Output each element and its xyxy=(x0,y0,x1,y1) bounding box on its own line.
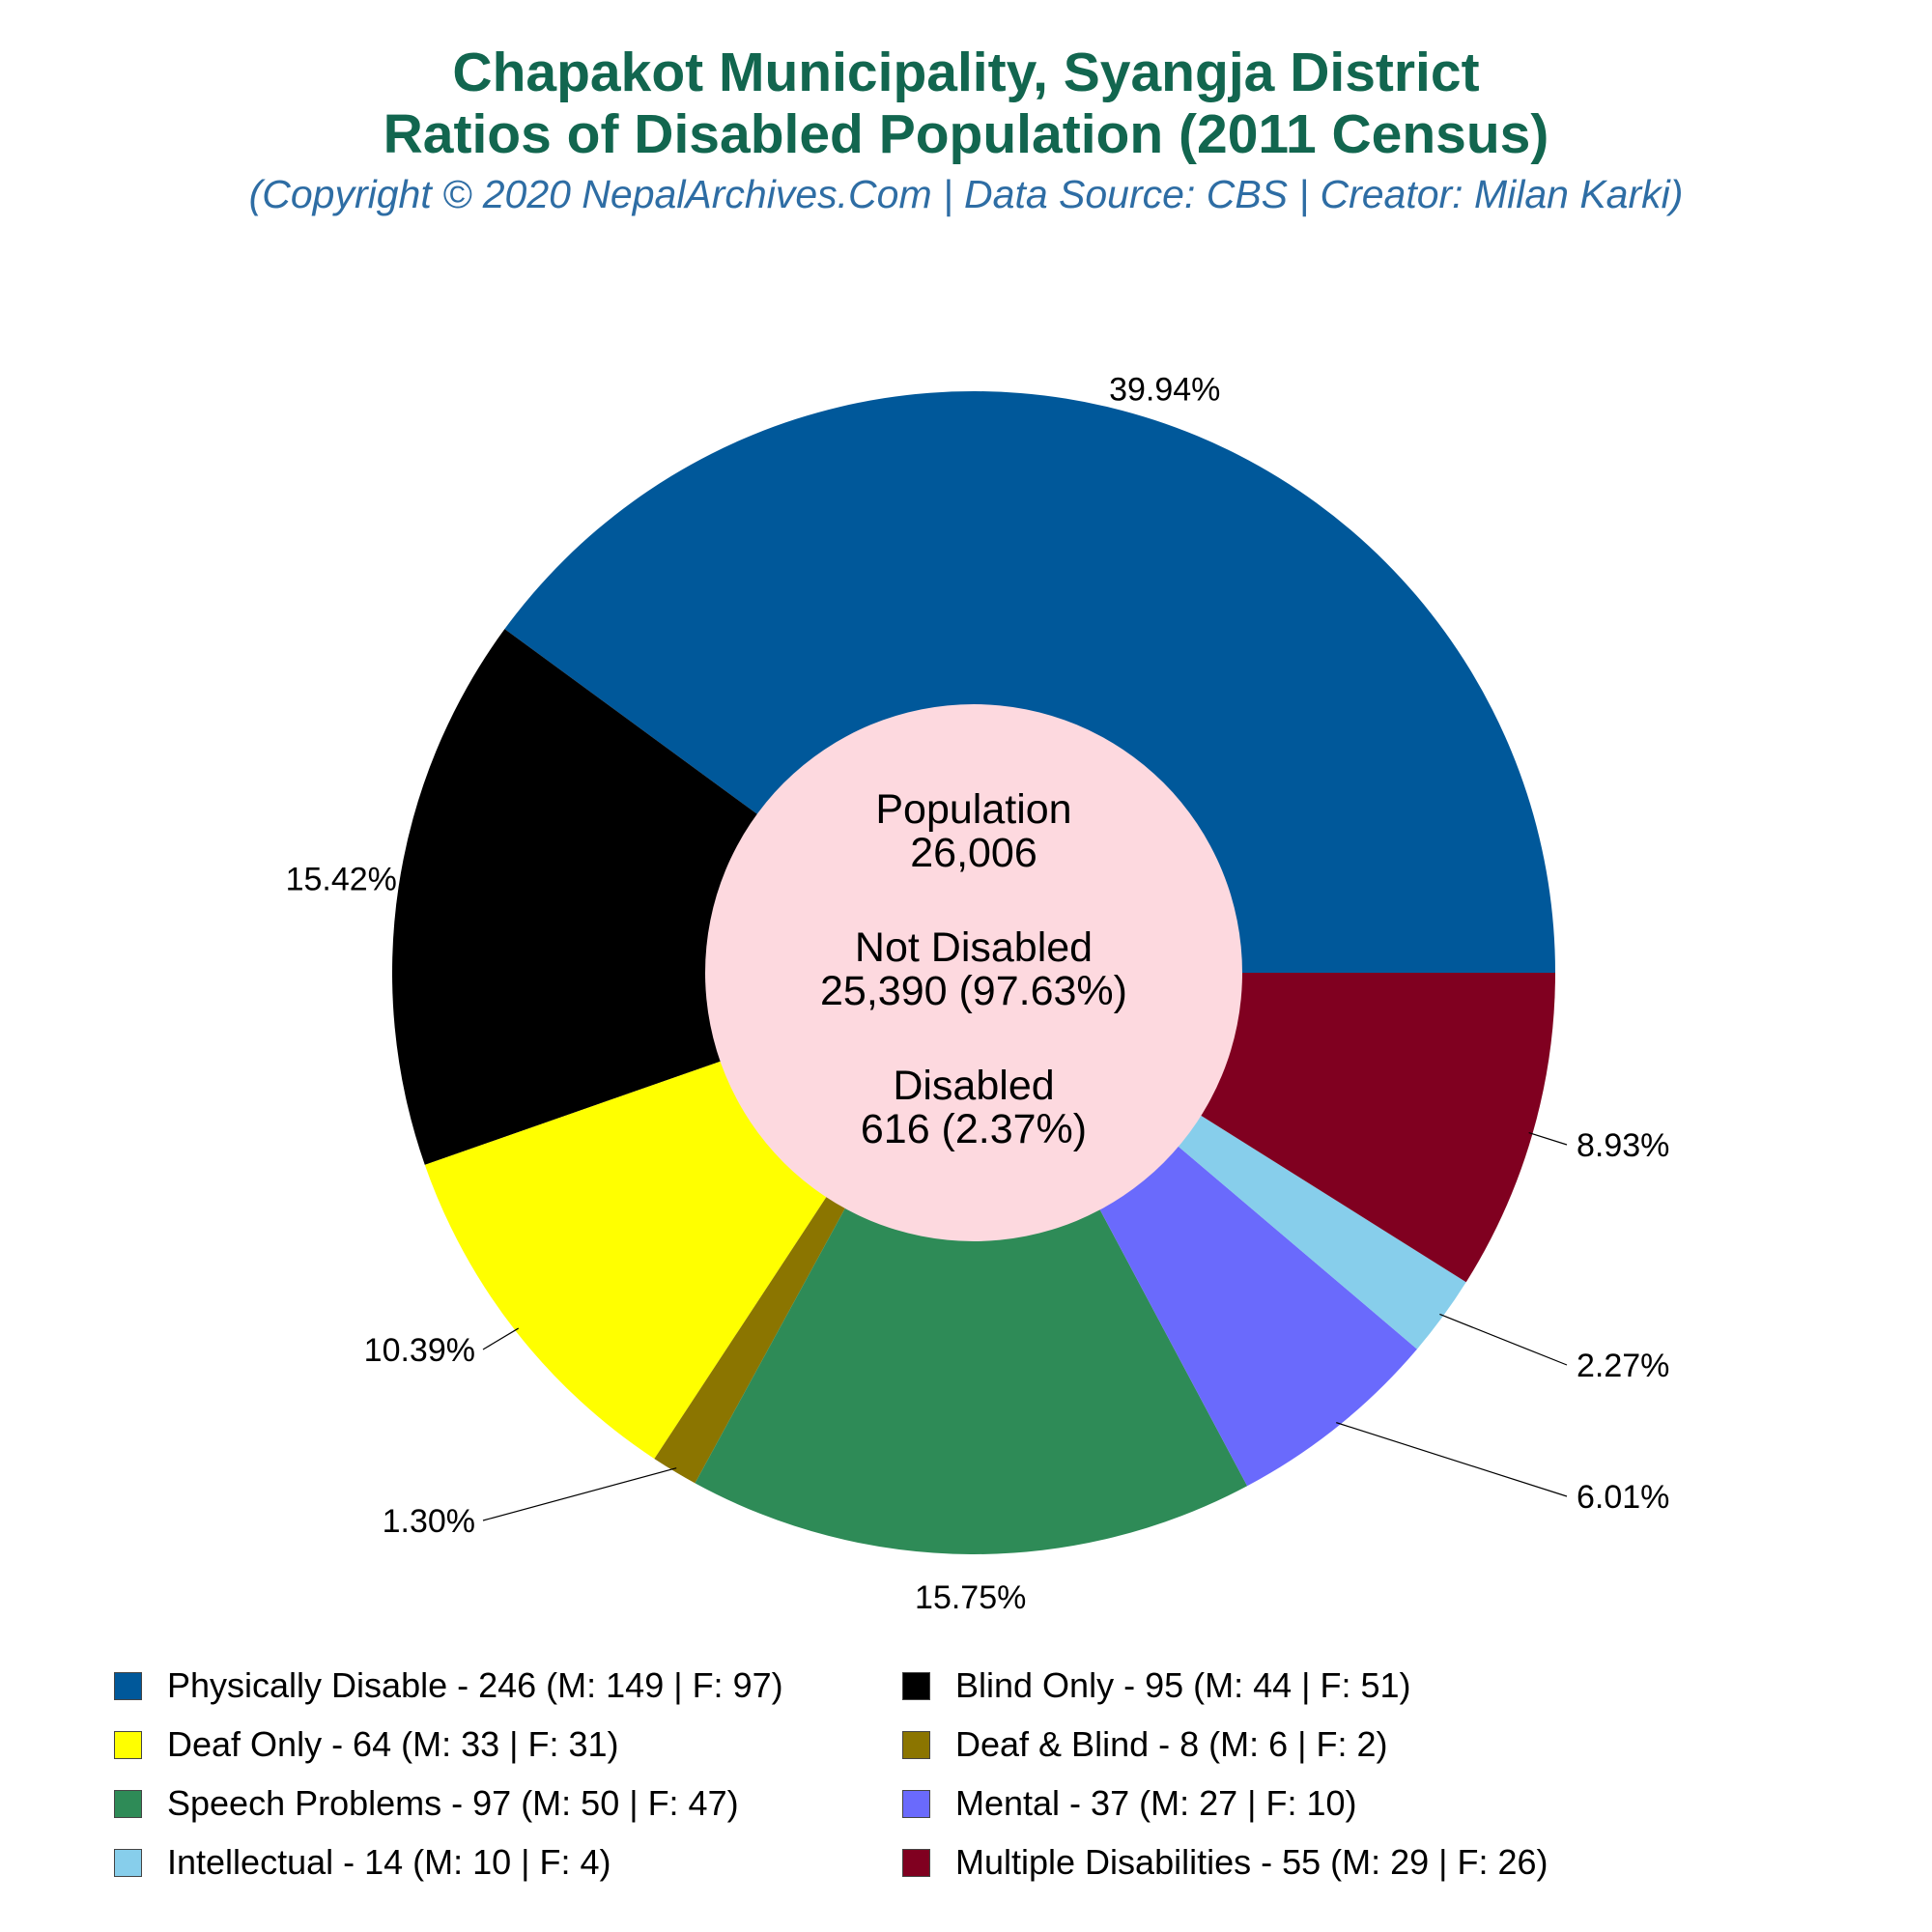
legend-item-speech-problems: Speech Problems - 97 (M: 50 | F: 47) xyxy=(114,1779,739,1828)
donut-chart: 39.94% 15.42% 10.39% 1.30% 15.75% 6.01% 2.27% 8… xyxy=(286,372,1670,1616)
percent-labels: 39.94% 15.42% 10.39% 1.30% 15.75% 6.01% 2.27% 8… xyxy=(286,372,1670,1616)
leader-line xyxy=(1528,1131,1568,1146)
percent-label-deaf-only: 10.39% xyxy=(364,1332,475,1369)
legend-item-deaf-blind: Deaf & Blind - 8 (M: 6 | F: 2) xyxy=(902,1720,1388,1769)
center-not-disabled-label: Not Disabled xyxy=(855,924,1093,971)
center-population-value: 26,006 xyxy=(910,830,1037,876)
leader-line xyxy=(1336,1422,1568,1497)
legend-swatch xyxy=(114,1789,142,1818)
legend-swatch xyxy=(902,1789,930,1818)
legend-swatch xyxy=(114,1671,142,1700)
legend-label: Intellectual - 14 (M: 10 | F: 4) xyxy=(167,1842,611,1882)
legend-label: Speech Problems - 97 (M: 50 | F: 47) xyxy=(167,1783,739,1823)
legend-swatch xyxy=(902,1671,930,1700)
percent-label-physically-disable: 39.94% xyxy=(1109,372,1220,409)
center-population-label: Population xyxy=(875,786,1071,833)
percent-label-mental: 6.01% xyxy=(1577,1479,1669,1516)
slice-speech-problems xyxy=(695,973,1248,1554)
legend-swatch xyxy=(114,1848,142,1877)
center-disabled-label: Disabled xyxy=(893,1063,1054,1109)
center-not-disabled-value: 25,390 (97.63%) xyxy=(820,968,1127,1014)
percent-label-speech-problems: 15.75% xyxy=(915,1579,1026,1616)
percent-label-deaf-blind: 1.30% xyxy=(383,1503,475,1540)
legend-swatch xyxy=(902,1730,930,1759)
legend-item-physically-disable: Physically Disable - 246 (M: 149 | F: 97… xyxy=(114,1662,783,1710)
percent-label-intellectual: 2.27% xyxy=(1577,1348,1669,1384)
leader-line xyxy=(482,1327,519,1350)
center-circle xyxy=(705,704,1242,1241)
legend-item-intellectual: Intellectual - 14 (M: 10 | F: 4) xyxy=(114,1838,611,1887)
percent-label-blind-only: 15.42% xyxy=(286,861,397,897)
legend-swatch xyxy=(902,1848,930,1877)
legend-swatch xyxy=(114,1730,142,1759)
legend-label: Physically Disable - 246 (M: 149 | F: 97… xyxy=(167,1665,783,1705)
percent-label-multiple-disabilities: 8.93% xyxy=(1577,1127,1669,1164)
center-disabled-value: 616 (2.37%) xyxy=(861,1106,1087,1152)
leader-line xyxy=(482,1467,677,1521)
legend-item-multiple-disabilities: Multiple Disabilities - 55 (M: 29 | F: 2… xyxy=(902,1838,1548,1887)
legend-item-blind-only: Blind Only - 95 (M: 44 | F: 51) xyxy=(902,1662,1411,1710)
slice-physically-disable xyxy=(504,391,1556,974)
chart-subtitle: (Copyright © 2020 NepalArchives.Com | Da… xyxy=(248,172,1684,216)
chart-title-line2: Ratios of Disabled Population (2011 Cens… xyxy=(383,103,1549,165)
chart-title-line1: Chapakot Municipality, Syangja District xyxy=(452,42,1480,103)
legend-item-mental: Mental - 37 (M: 27 | F: 10) xyxy=(902,1779,1357,1828)
legend-item-deaf-only: Deaf Only - 64 (M: 33 | F: 31) xyxy=(114,1720,619,1769)
leader-lines xyxy=(482,1131,1568,1521)
legend-label: Deaf & Blind - 8 (M: 6 | F: 2) xyxy=(955,1724,1388,1764)
legend-label: Blind Only - 95 (M: 44 | F: 51) xyxy=(955,1665,1411,1705)
slice-blind-only xyxy=(392,629,974,1165)
legend-label: Multiple Disabilities - 55 (M: 29 | F: 2… xyxy=(955,1842,1548,1882)
legend-label: Deaf Only - 64 (M: 33 | F: 31) xyxy=(167,1724,619,1764)
legend-label: Mental - 37 (M: 27 | F: 10) xyxy=(955,1783,1357,1823)
center-summary: Population 26,006 Not Disabled 25,390 (9… xyxy=(820,786,1127,1152)
leader-line xyxy=(1439,1313,1568,1366)
